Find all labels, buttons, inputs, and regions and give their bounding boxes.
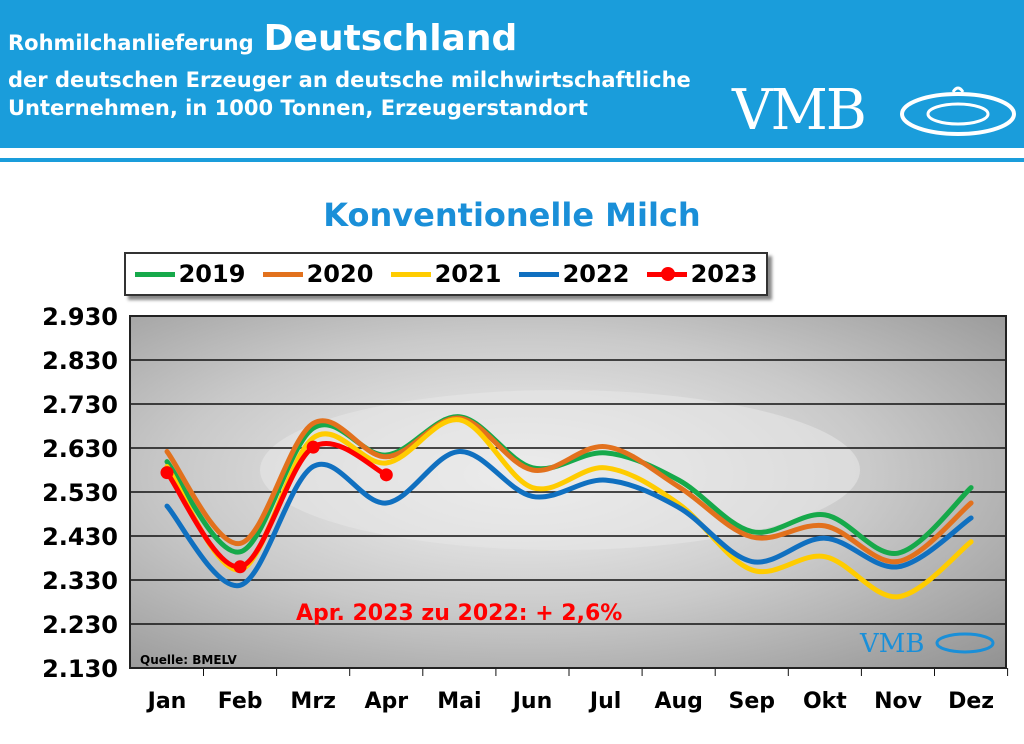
y-tick-label: 2.930: [42, 303, 118, 331]
y-tick-label: 2.330: [42, 567, 118, 595]
title-main: Deutschland: [263, 18, 518, 59]
x-tick-label: Jun: [511, 689, 553, 714]
y-tick-label: 2.130: [42, 655, 118, 683]
legend-label: 2020: [306, 260, 374, 288]
x-tick-label: Jul: [588, 689, 621, 714]
chart-title: Konventionelle Milch: [323, 196, 701, 234]
legend-label: 2019: [178, 260, 246, 288]
legend-swatch: [646, 266, 687, 281]
legend-swatch: [518, 271, 559, 277]
x-tick-label: Mrz: [290, 689, 336, 714]
subtitle-line2: Unternehmen, in 1000 Tonnen, Erzeugersta…: [8, 96, 588, 120]
marker-2023: [379, 468, 393, 482]
x-tick-label: Feb: [218, 689, 263, 714]
vmb-logo: VMB: [732, 78, 867, 143]
y-tick-label: 2.730: [42, 391, 118, 419]
header-subtitle: der deutschen Erzeuger an deutsche milch…: [8, 66, 691, 122]
x-tick-label: Dez: [948, 689, 994, 714]
legend-label: 2021: [434, 260, 502, 288]
legend: 2019 2020 2021 2022 2023: [124, 252, 768, 296]
legend-item-2022: 2022: [518, 260, 630, 288]
x-tick-label: Aug: [654, 689, 702, 714]
milk-splash: [260, 390, 860, 550]
legend-label: 2022: [562, 260, 630, 288]
marker-2023: [306, 440, 320, 454]
series-line-2022: [164, 449, 974, 588]
logo-swirl-icon: [900, 86, 1016, 136]
source-label: Quelle: BMELV: [140, 653, 238, 667]
header-title: Rohmilchanlieferung Deutschland: [8, 18, 517, 59]
legend-swatch: [390, 271, 431, 277]
x-tick-label: Jan: [146, 689, 187, 714]
x-tick-label: Apr: [364, 689, 408, 714]
marker-2023: [160, 466, 174, 480]
x-tick-label: Nov: [874, 689, 923, 714]
series-line-2023: [164, 441, 389, 570]
legend-item-2020: 2020: [262, 260, 374, 288]
header-banner: Rohmilchanlieferung Deutschland der deuts…: [0, 0, 1024, 148]
legend-item-2021: 2021: [390, 260, 502, 288]
vmb-watermark: VMB: [859, 629, 925, 659]
title-prefix: Rohmilchanlieferung: [8, 31, 254, 55]
plot-frame: [129, 315, 1007, 669]
y-tick-label: 2.530: [42, 479, 118, 507]
legend-swatch: [262, 271, 303, 277]
annotation: Apr. 2023 zu 2022: + 2,6%: [296, 601, 622, 626]
legend-swatch: [134, 271, 175, 277]
y-tick-label: 2.230: [42, 611, 118, 639]
header-divider: [0, 158, 1024, 162]
legend-label: 2023: [690, 260, 758, 288]
x-tick-label: Mai: [437, 689, 481, 714]
subtitle-line1: der deutschen Erzeuger an deutsche milch…: [8, 68, 691, 92]
watermark-swirl-icon: [935, 632, 995, 654]
x-tick-label: Sep: [729, 689, 776, 714]
x-tick-label: Okt: [803, 689, 847, 714]
y-tick-label: 2.630: [42, 435, 118, 463]
series-line-2020: [164, 415, 974, 565]
legend-item-2023: 2023: [646, 260, 758, 288]
y-tick-label: 2.430: [42, 523, 118, 551]
marker-2023: [233, 560, 247, 574]
y-tick-label: 2.830: [42, 347, 118, 375]
legend-item-2019: 2019: [134, 260, 246, 288]
